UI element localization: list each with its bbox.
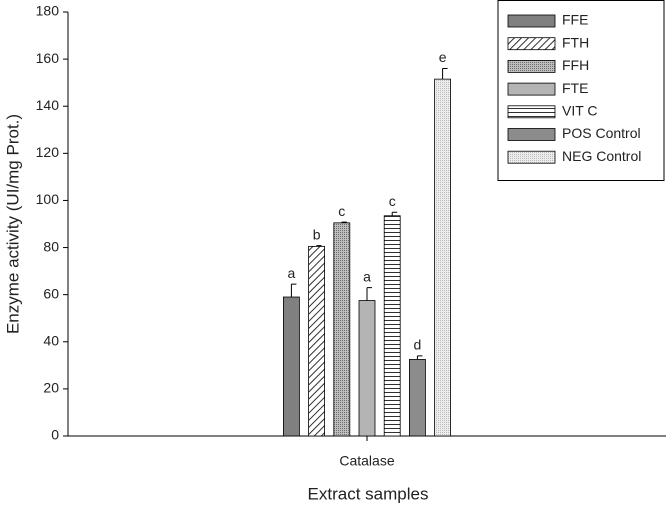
- annotation: a: [363, 268, 371, 284]
- y-tick-label: 180: [36, 3, 60, 19]
- annotation: c: [389, 193, 396, 209]
- annotation: b: [313, 226, 321, 242]
- bar: [383, 215, 401, 437]
- bar: [282, 296, 300, 437]
- bar: [408, 359, 426, 437]
- legend-swatch: [507, 60, 556, 73]
- legend-label: FTH: [562, 34, 589, 50]
- legend-swatch: [507, 150, 556, 164]
- y-tick-label: 60: [43, 285, 59, 301]
- legend-label: FTE: [562, 80, 588, 96]
- y-tick-label: 140: [36, 97, 60, 113]
- error-bar: [442, 68, 448, 80]
- legend-swatch: [507, 37, 556, 51]
- error-bar: [316, 245, 322, 247]
- annotation: c: [338, 203, 345, 219]
- bar: [358, 300, 376, 437]
- y-tick-label: 40: [43, 332, 59, 348]
- y-axis-label: Enzyme activity (UI/mg Prot.): [3, 114, 22, 334]
- y-tick-label: 160: [36, 50, 60, 66]
- annotation: a: [288, 265, 296, 281]
- annotation: d: [414, 337, 422, 353]
- x-tick-label: Catalase: [339, 453, 394, 469]
- legend-label: FFE: [562, 12, 588, 28]
- y-tick-label: 100: [36, 191, 60, 207]
- y-tick-label: 0: [51, 427, 59, 443]
- y-tick-label: 120: [36, 144, 60, 160]
- error-bar: [416, 355, 423, 360]
- bar: [434, 78, 452, 437]
- error-bar: [366, 287, 372, 301]
- legend-swatch: [507, 128, 556, 141]
- legend-swatch: [507, 82, 556, 96]
- legend-label: VIT C: [562, 103, 598, 119]
- error-bar: [290, 283, 297, 298]
- x-axis-label: Extract samples: [308, 484, 429, 503]
- legend-label: NEG Control: [562, 148, 641, 164]
- legend-label: POS Control: [562, 125, 641, 141]
- bar: [333, 222, 351, 437]
- y-tick-label: 80: [43, 238, 59, 254]
- error-bar: [341, 221, 347, 223]
- legend-label: FFH: [562, 57, 589, 73]
- error-bar: [391, 211, 398, 216]
- bar: [308, 245, 326, 437]
- legend-swatch: [507, 14, 556, 28]
- annotation: e: [439, 49, 447, 65]
- legend-swatch: [507, 105, 556, 119]
- y-tick-label: 20: [43, 380, 59, 396]
